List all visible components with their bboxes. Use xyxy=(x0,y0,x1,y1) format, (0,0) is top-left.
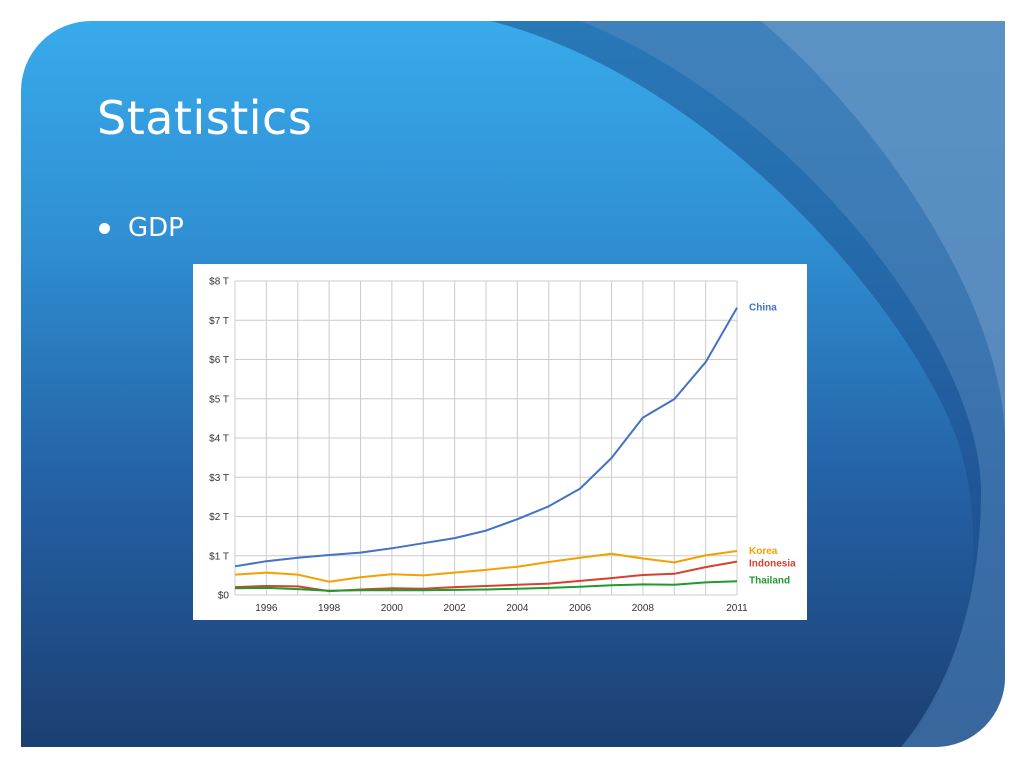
series-label-thailand: Thailand xyxy=(749,575,790,586)
y-tick-label: $3 T xyxy=(209,473,229,484)
bullet-text: GDP xyxy=(128,213,184,243)
x-tick-label: 2006 xyxy=(569,603,592,614)
y-tick-label: $6 T xyxy=(209,355,229,366)
y-tick-label: $7 T xyxy=(209,316,229,327)
x-tick-label: 1996 xyxy=(255,603,278,614)
x-tick-label: 2004 xyxy=(506,603,529,614)
x-tick-label: 2000 xyxy=(381,603,404,614)
gdp-chart: $0 $1 T $2 T $3 T $4 T $5 T $6 T $7 T $8 T 1996 19… xyxy=(193,264,807,620)
y-tick-label: $0 xyxy=(218,591,230,602)
bullet-dot-icon xyxy=(99,222,110,234)
background-swoosh-decoration xyxy=(491,21,1005,747)
x-tick-label: 2011 xyxy=(726,603,748,614)
series-line-korea xyxy=(234,550,738,583)
bullet-item: GDP xyxy=(99,213,184,243)
slide-title: Statistics xyxy=(97,91,313,145)
series-label-china: China xyxy=(749,303,777,314)
x-tick-label: 2008 xyxy=(632,603,655,614)
series-line-china xyxy=(234,307,738,568)
series-label-korea: Korea xyxy=(749,546,778,557)
y-tick-label: $5 T xyxy=(209,394,229,405)
series-line-thailand xyxy=(234,580,738,592)
y-tick-label: $8 T xyxy=(209,277,229,288)
slide-background: Statistics GDP $0 $1 T $2 T $3 T $4 T $5 T $6 … xyxy=(21,21,1005,747)
y-tick-label: $2 T xyxy=(209,512,229,523)
y-tick-label: $1 T xyxy=(209,551,229,562)
y-tick-label: $4 T xyxy=(209,434,229,445)
x-tick-label: 2002 xyxy=(444,603,467,614)
series-label-indonesia: Indonesia xyxy=(749,559,796,570)
gdp-line-chart: $0 $1 T $2 T $3 T $4 T $5 T $6 T $7 T $8 T 1996 19… xyxy=(209,277,796,615)
x-tick-label: 1998 xyxy=(318,603,341,614)
